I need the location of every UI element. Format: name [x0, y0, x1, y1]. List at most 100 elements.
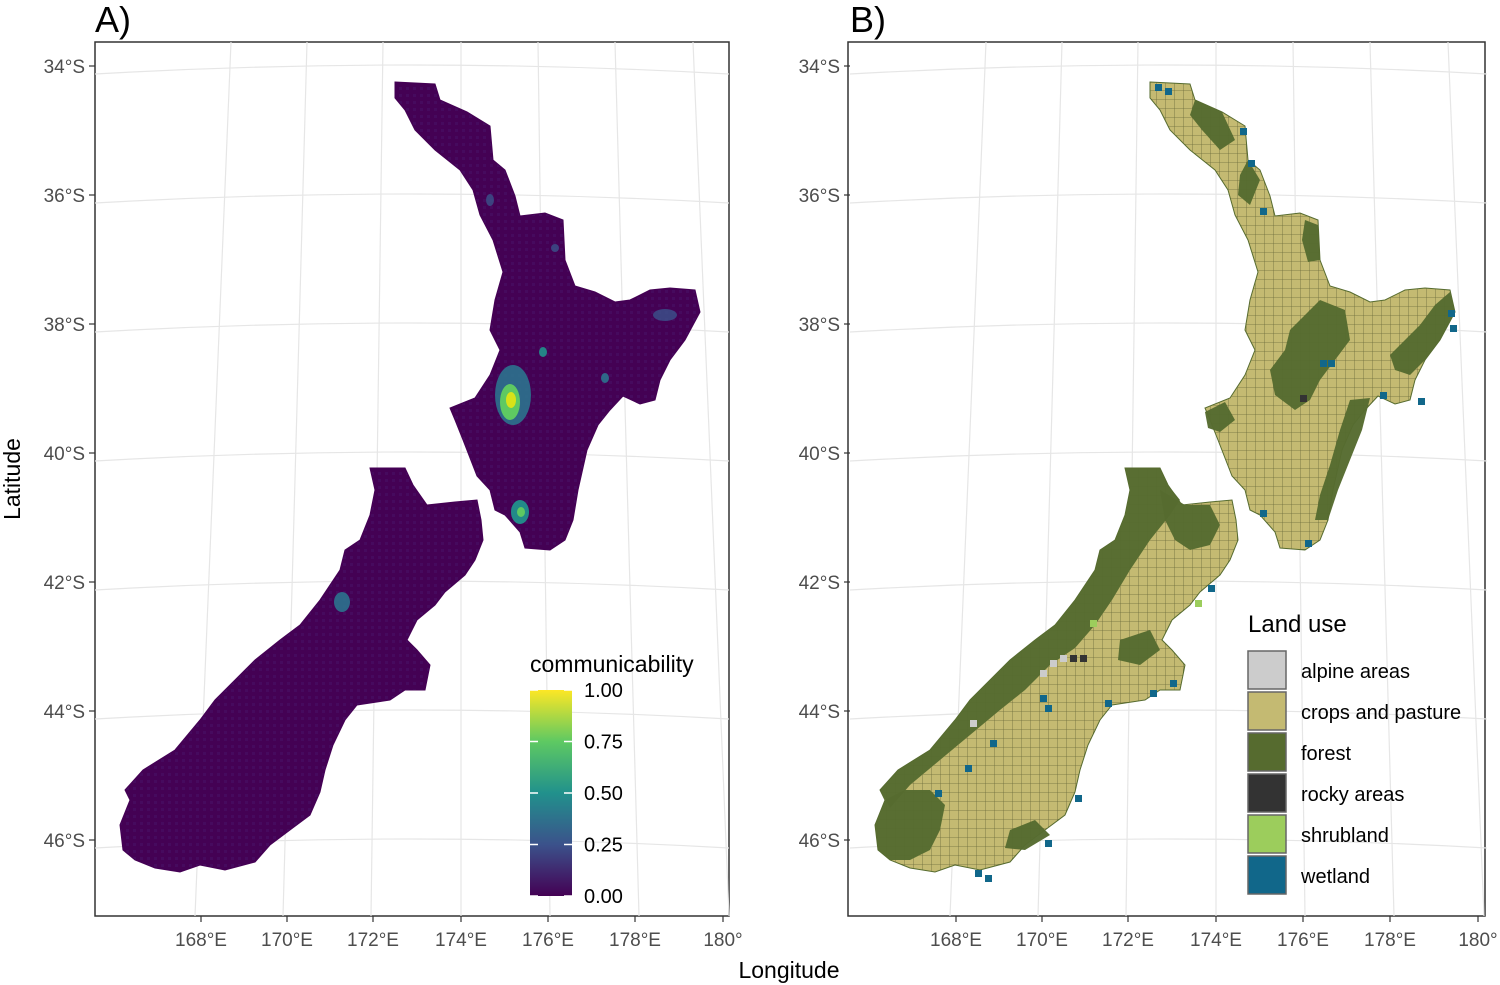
communicability-hotspot [551, 244, 559, 252]
longitude-tick-label: 176°E [522, 930, 574, 951]
land-use-cell [1060, 655, 1067, 662]
land-use-cell [1320, 360, 1327, 367]
latitude-gridline [849, 709, 1488, 720]
latitude-tick-label: 42°S [799, 573, 840, 594]
colorbar-tick-label: 0.00 [584, 886, 623, 908]
south-island-communicability [119, 467, 484, 873]
panel-a-map [119, 81, 701, 873]
panel-a-axis-ticks: 34°S 36°S 38°S 40°S 42°S 44°S 46°S 168°E 170°E 17… [44, 57, 743, 951]
latitude-tick-label: 46°S [44, 831, 85, 852]
latitude-gridline [94, 709, 730, 720]
land-use-cell [1070, 655, 1077, 662]
communicability-hotspot [334, 592, 350, 612]
communicability-legend: communicability 1.00 0.75 0.50 0.25 0.00 [530, 651, 694, 908]
land-use-cell [1080, 655, 1087, 662]
forest-region [1302, 220, 1320, 262]
latitude-tick-label: 40°S [799, 444, 840, 465]
land-use-cell [1155, 84, 1162, 91]
y-axis-title: Latitude [0, 438, 25, 520]
longitude-gridline [614, 41, 640, 917]
legend-swatch [1247, 650, 1287, 690]
land-use-cell [1075, 795, 1082, 802]
panel-b-tag: B) [850, 0, 886, 40]
latitude-tick-label: 40°S [44, 444, 85, 465]
longitude-tick-label: 174°E [1190, 930, 1242, 951]
x-axis-title: Longitude [738, 957, 839, 983]
latitude-tick-label: 36°S [44, 186, 85, 207]
latitude-tick-label: 44°S [799, 702, 840, 723]
land-use-cell [1380, 392, 1387, 399]
land-use-cell [1328, 360, 1335, 367]
land-use-cell [1208, 585, 1215, 592]
latitude-gridline [849, 64, 1488, 75]
land-use-cell [1040, 695, 1047, 702]
latitude-tick-label: 42°S [44, 573, 85, 594]
forest-region [1118, 630, 1160, 665]
legend-item-label: rocky areas [1301, 784, 1404, 806]
forest-region [875, 790, 945, 860]
latitude-tick-label: 34°S [799, 57, 840, 78]
latitude-tick-label: 44°S [44, 702, 85, 723]
longitude-gridline [1447, 41, 1485, 917]
land-use-cell [1260, 208, 1267, 215]
land-use-cell [965, 765, 972, 772]
longitude-tick-label: 178°E [609, 930, 661, 951]
legend-swatch [1247, 814, 1287, 854]
latitude-tick-label: 36°S [799, 186, 840, 207]
longitude-tick-label: 170°E [1016, 930, 1068, 951]
latitude-gridline [94, 193, 730, 204]
longitude-tick-label: 176°E [1277, 930, 1329, 951]
longitude-tick-label: 172°E [347, 930, 399, 951]
legend-item-label: alpine areas [1301, 661, 1410, 683]
land-use-cell [1418, 398, 1425, 405]
forest-region [1190, 100, 1235, 150]
colorbar-tick-label: 0.50 [584, 783, 623, 805]
legend-item-label: forest [1301, 743, 1351, 765]
panel-a: A) 34°S 36°S 38°S 40°S 42°S 44°S 46°S 168°E 170°… [44, 0, 743, 951]
longitude-tick-label: 170°E [261, 930, 313, 951]
panel-b: B) 34°S 36°S 38°S 40°S 42°S 44°S 46°S 168°E 170°… [799, 0, 1498, 951]
latitude-gridline [849, 193, 1488, 204]
communicability-hotspot [601, 373, 609, 383]
land-use-cell [1150, 690, 1157, 697]
latitude-tick-label: 34°S [44, 57, 85, 78]
forest-region [1005, 820, 1050, 850]
communicability-hotspot [653, 309, 677, 321]
land-use-cell [1050, 660, 1057, 667]
land-use-cell [1195, 600, 1202, 607]
legend-swatch [1247, 732, 1287, 772]
land-use-cell [990, 740, 997, 747]
longitude-tick-label: 174°E [435, 930, 487, 951]
land-use-cell [1045, 705, 1052, 712]
latitude-tick-label: 38°S [799, 315, 840, 336]
forest-region [1390, 292, 1455, 375]
latitude-gridline [94, 451, 730, 462]
legend-item-label: crops and pasture [1301, 702, 1461, 724]
land-use-cell [975, 870, 982, 877]
north-island-communicability [394, 81, 701, 551]
land-use-cell [1040, 670, 1047, 677]
land-use-cell [970, 720, 977, 727]
land-use-legend-items: alpine areas crops and pasture forest rocky… [1247, 650, 1461, 895]
land-use-cell [1248, 160, 1255, 167]
land-use-cell [1300, 395, 1307, 402]
land-use-cell [1165, 88, 1172, 95]
land-use-cell [1240, 128, 1247, 135]
forest-region [1160, 490, 1220, 550]
communicability-hotspot [517, 507, 525, 517]
land-use-cell [1260, 510, 1267, 517]
legend-b-title: Land use [1248, 611, 1347, 638]
legend-a-title: communicability [530, 651, 694, 677]
longitude-tick-label: 168°E [930, 930, 982, 951]
forest-region [1205, 402, 1235, 432]
legend-swatch [1247, 773, 1287, 813]
legend-item-label: shrubland [1301, 825, 1389, 847]
panel-b-map [874, 81, 1457, 882]
communicability-hotspot [486, 194, 494, 206]
latitude-tick-label: 46°S [799, 831, 840, 852]
longitude-tick-label: 172°E [1102, 930, 1154, 951]
communicability-hotspot [506, 392, 516, 408]
forest-region [1315, 398, 1370, 520]
panel-a-tag: A) [95, 0, 131, 40]
colorbar-tick-label: 0.25 [584, 835, 623, 857]
